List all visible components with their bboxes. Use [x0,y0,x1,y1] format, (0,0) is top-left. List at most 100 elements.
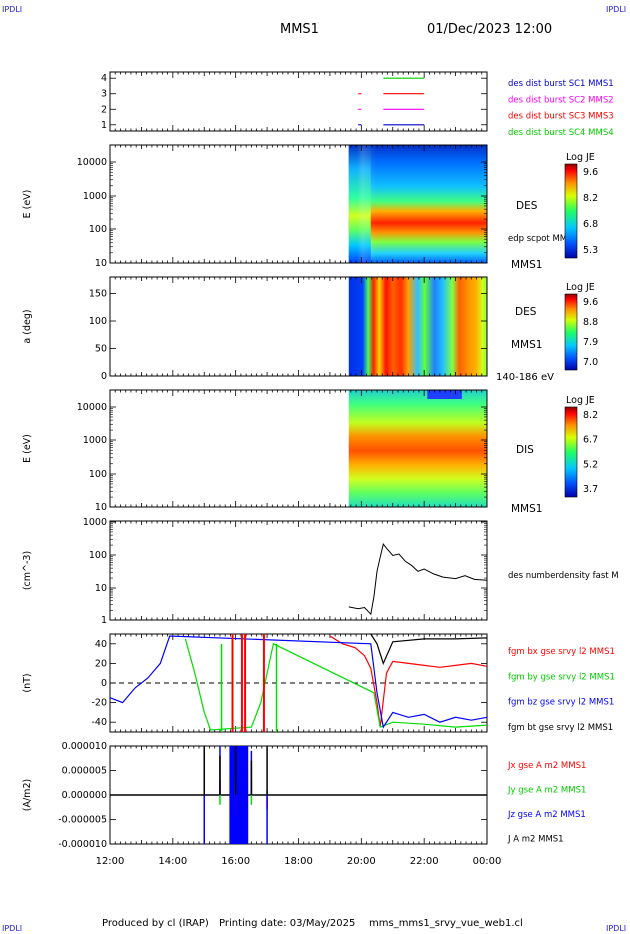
corner-label-bottom-left: IPDLI [2,924,23,933]
x-tick-label: 16:00 [221,856,250,867]
x-tick-label: 22:00 [410,856,439,867]
y-tick-label: 100 [89,469,107,480]
y-tick-label: 1 [101,615,107,626]
header-date: 01/Dec/2023 12:00 [427,22,553,37]
colorbar-title-des-pitch: Log JE [566,282,595,293]
dis-energy-instrument: MMS1 [511,503,542,515]
colorbar-des-energy [564,163,578,259]
colorbar-des-pitch [564,293,578,371]
y-tick-label: 10 [95,502,107,513]
density-line [348,542,488,616]
corner-label-top-left: IPDLI [2,5,23,14]
y-tick-label: 0 [101,371,107,382]
y-tick-label: 0 [101,678,107,689]
colorbar-tick-label: 5.2 [583,459,598,470]
colorbar-title-des-energy: Log JE [566,152,595,163]
bfield-series-2 [109,635,488,729]
des-pitch-spectrogram [348,277,487,376]
y-tick-label: 0.000010 [62,741,107,752]
current-legend-label: Jy gse A m2 MMS1 [507,786,586,796]
panel-frame-burst [109,71,488,132]
bfield-series-3 [370,633,488,666]
y-tick-label: 10000 [77,157,107,168]
colorbar-tick-label: 8.8 [583,317,598,328]
x-tick-label: 18:00 [284,856,313,867]
y-tick-label: 100 [89,224,107,235]
x-tick-label: 14:00 [158,856,187,867]
y-tick-label: 2 [101,104,107,115]
y-tick-label: 150 [89,289,107,300]
bfield-legend-label: fgm bx gse srvy l2 MMS1 [508,647,615,657]
colorbar-tick-label: 9.6 [583,167,598,178]
y-tick-label: 4 [101,73,107,84]
corner-label-top-right: IPDLI [606,5,627,14]
y-tick-label: 1 [101,120,107,131]
current-legend-label: J A m2 MMS1 [507,835,564,845]
colorbar-tick-label: 8.2 [583,193,598,204]
colorbar-tick-label: 8.2 [583,410,598,421]
colorbar-tick-label: 6.7 [583,435,598,446]
panel-frame-density [109,520,488,621]
burst-legend-label: des dist burst SC2 MMS2 [508,95,614,105]
bfield-legend-label: fgm bz gse srvy l2 MMS1 [508,698,614,708]
y-tick-label: -20 [91,698,107,709]
bfield-series-0 [329,635,488,728]
header-spacecraft: MMS1 [280,22,319,37]
y-tick-label: 1000 [83,191,107,202]
footer-producer: Produced by cl (IRAP) [102,918,209,929]
colorbar-tick-label: 9.6 [583,297,598,308]
des-pitch-label: DES [515,306,537,318]
footer-printing-date: Printing date: 03/May/2025 [219,918,356,929]
y-tick-label: 3 [101,89,107,100]
bfield-series-1 [184,638,488,731]
des-pitch-energy-range: 140-186 eV [496,372,554,383]
y-tick-label: 0.000005 [62,766,107,777]
dis-energy-label: DIS [516,444,534,456]
y-tick-label: 1000 [83,435,107,446]
y-tick-label: 10 [95,583,107,594]
y-tick-label: 0.000000 [62,790,107,801]
bfield-legend-label: fgm by gse srvy l2 MMS1 [508,672,615,682]
bfield-legend-label: fgm bt gse srvy l2 MMS1 [508,723,613,733]
colorbar-tick-label: 7.0 [583,357,598,368]
des-pitch-instrument: MMS1 [511,339,542,351]
y-axis-label: (nT) [22,673,33,692]
y-axis-label: (cm^-3) [22,551,33,590]
des-energy-shading [348,145,487,263]
current-dense-block [229,746,249,844]
x-tick-label: 00:00 [473,856,502,867]
dis-energy-patch [427,390,462,399]
plot-area: 4 3 2 1 des dist burst SC1 MMS1 des dist burs… [22,71,619,867]
current-legend-label: Jx gse A m2 MMS1 [507,761,586,771]
y-tick-label: 20 [95,658,107,669]
footer-filename: mms_mms1_srvy_vue_web1.cl [369,918,523,929]
density-label: des numberdensity fast M [508,571,619,581]
current-legend-label: Jz gse A m2 MMS1 [507,810,586,820]
y-tick-label: 1000 [83,517,107,528]
des-energy-instrument: MMS1 [511,259,542,271]
colorbar-tick-label: 6.8 [583,219,598,230]
burst-legend-label: des dist burst SC4 MMS4 [508,128,614,138]
x-tick-label: 20:00 [347,856,376,867]
colorbar-tick-label: 5.3 [583,245,598,256]
y-tick-label: 100 [89,550,107,561]
colorbar-tick-label: 3.7 [583,484,598,495]
y-axis-label: a (deg) [22,309,33,343]
colorbar-title-dis-energy: Log JE [566,395,595,406]
y-tick-label: -0.000005 [58,815,107,826]
dis-energy-spectrogram [348,390,487,507]
x-tick-label: 12:00 [96,856,125,867]
colorbar-tick-label: 7.9 [583,337,598,348]
y-tick-label: -40 [91,717,107,728]
y-tick-label: 40 [95,639,107,650]
des-energy-label: DES [516,200,538,212]
des-energy-sublabel: edp scpot MMS1 [508,234,578,244]
y-axis-label: E (eV) [22,190,33,219]
y-tick-label: 10000 [77,402,107,413]
y-tick-label: 10 [95,258,107,269]
y-axis-label: (A/m2) [22,779,33,811]
y-tick-label: 50 [95,344,107,355]
y-tick-label: -0.000010 [58,839,107,850]
y-tick-label: 100 [89,316,107,327]
colorbar-dis-energy [564,406,578,498]
